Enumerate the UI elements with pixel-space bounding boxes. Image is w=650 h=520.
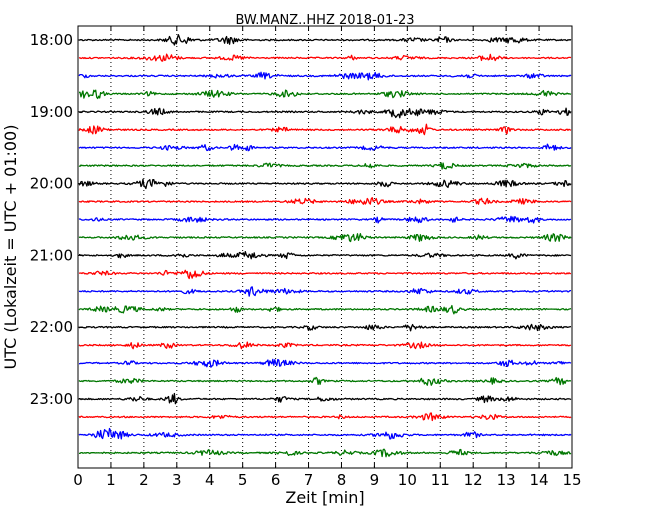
trace-line	[78, 427, 572, 440]
y-tick-label: 20:00	[30, 175, 73, 193]
y-axis-label: UTC (Lokalzeit = UTC + 01:00)	[1, 125, 20, 370]
trace-line	[78, 143, 572, 152]
x-tick-label: 11	[431, 471, 450, 489]
trace-line	[78, 233, 572, 243]
trace-line	[78, 323, 572, 332]
x-tick-label: 10	[398, 471, 417, 489]
plot-frame	[77, 25, 573, 469]
trace-line	[79, 448, 572, 458]
trace-line	[78, 89, 572, 100]
y-tick-label: 19:00	[30, 103, 73, 121]
trace-line	[79, 269, 572, 280]
y-tick-label: 23:00	[30, 390, 73, 408]
trace-line	[78, 178, 572, 190]
trace-line	[78, 412, 572, 422]
trace-line	[78, 197, 572, 205]
y-axis-ticks: 18:00 19:00 20:00 21:00 22:00 23:00	[30, 31, 83, 408]
trace-line	[78, 71, 572, 81]
x-tick-label: 3	[172, 471, 182, 489]
trace-line	[78, 286, 571, 297]
x-tick-label: 0	[73, 471, 83, 489]
trace-line	[79, 250, 572, 260]
trace-line	[78, 376, 572, 386]
x-tick-label: 9	[370, 471, 380, 489]
x-tick-label: 14	[530, 471, 549, 489]
x-tick-label: 2	[139, 471, 149, 489]
x-axis-ticks: 0 1 2 3 4 5 6 7 8 9 10 11 12 13 14 15	[73, 26, 582, 489]
trace-line	[78, 123, 572, 136]
trace-line	[78, 304, 572, 315]
y-tick-label: 21:00	[30, 246, 73, 264]
x-tick-label: 15	[562, 471, 581, 489]
chart-title: BW.MANZ..HHZ 2018-01-23	[235, 13, 414, 28]
x-tick-label: 12	[464, 471, 483, 489]
vertical-grid	[110, 26, 540, 468]
x-tick-label: 5	[238, 471, 248, 489]
trace-line	[78, 107, 572, 119]
x-axis-label: Zeit [min]	[285, 488, 364, 507]
y-tick-label: 22:00	[30, 318, 73, 336]
trace-line	[78, 162, 572, 170]
x-tick-label: 4	[205, 471, 215, 489]
traces-group	[78, 34, 572, 458]
trace-line	[78, 34, 572, 46]
trace-line	[79, 392, 572, 405]
x-tick-label: 13	[497, 471, 516, 489]
x-tick-label: 1	[106, 471, 116, 489]
x-tick-label: 8	[337, 471, 347, 489]
trace-line	[78, 215, 572, 224]
x-tick-label: 6	[271, 471, 281, 489]
trace-line	[78, 358, 572, 368]
trace-line	[78, 341, 572, 350]
x-tick-label: 7	[304, 471, 314, 489]
trace-line	[78, 53, 572, 62]
y-tick-label: 18:00	[30, 31, 73, 49]
